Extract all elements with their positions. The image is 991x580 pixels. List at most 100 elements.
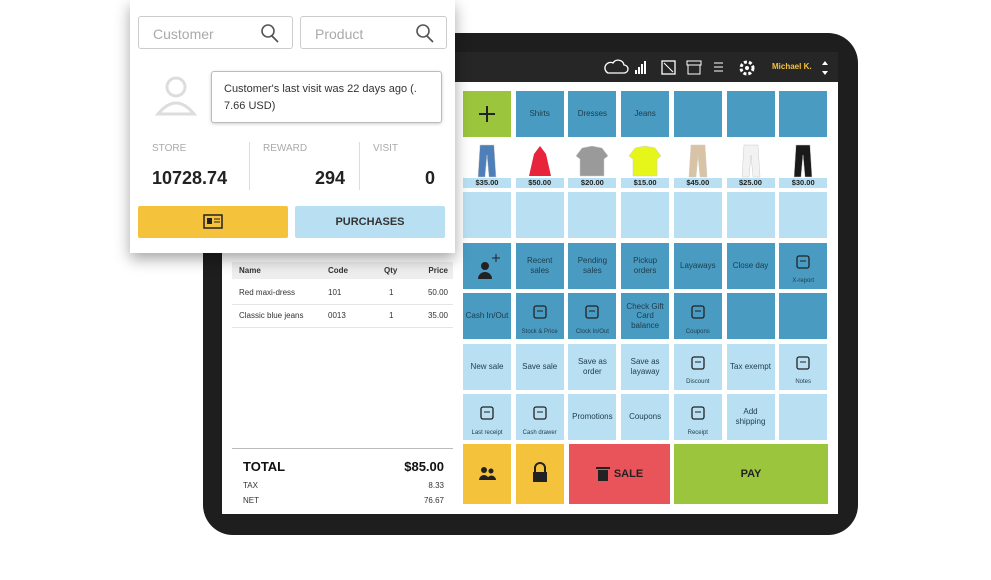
grid-button[interactable]: Dresses — [568, 91, 617, 137]
grid-button[interactable] — [779, 91, 828, 137]
grid-button[interactable]: Coupons — [621, 394, 670, 440]
cart-cell: Red maxi-dress — [239, 288, 296, 297]
customer-card-button[interactable] — [138, 206, 288, 238]
icon-label: Stock & Price — [521, 328, 558, 335]
grid-button[interactable]: Save as order — [568, 343, 617, 390]
icon-label: X-report — [792, 278, 815, 285]
grid-button[interactable]: Jeans — [621, 91, 670, 137]
grid-button[interactable]: Cash In/Out — [463, 293, 511, 339]
cart-header — [232, 262, 453, 279]
icon — [478, 253, 500, 279]
grid-button[interactable]: Tax exempt — [726, 343, 775, 390]
product-image — [528, 145, 551, 176]
price: $50.00 — [515, 177, 564, 188]
product-button[interactable]: $20.00 — [568, 141, 617, 188]
price: $45.00 — [673, 177, 722, 188]
grid-button[interactable] — [673, 192, 722, 238]
customer-search[interactable]: Customer — [138, 16, 293, 49]
grid-button[interactable]: Receipt — [673, 394, 722, 440]
grid-button[interactable]: Stock & Price — [515, 293, 564, 339]
grid-button[interactable] — [621, 192, 670, 238]
product-image — [477, 144, 497, 177]
grid-button[interactable]: Pending sales — [568, 242, 617, 289]
stat-label: VISIT — [373, 143, 399, 154]
icon-label: Discount — [686, 379, 710, 386]
icon-label: Receipt — [687, 429, 708, 436]
product-button[interactable]: $30.00 — [779, 141, 828, 188]
grid-button[interactable] — [779, 293, 828, 339]
icon-label: Cash drawer — [522, 429, 557, 436]
grid-button[interactable] — [726, 192, 775, 238]
icon — [479, 106, 495, 122]
grid-button[interactable]: Add shipping — [726, 394, 775, 440]
top-bar-icons — [604, 59, 828, 76]
product-search[interactable]: Product — [300, 16, 447, 49]
divider — [249, 142, 250, 190]
icon-label: Clock In/Out — [575, 328, 609, 335]
icon — [796, 254, 810, 269]
product-button[interactable]: $45.00 — [673, 141, 722, 188]
icon-label: Notes — [795, 379, 812, 386]
grid-button[interactable] — [779, 394, 828, 440]
grid-button[interactable] — [463, 192, 511, 238]
grid-button[interactable] — [673, 91, 722, 137]
grid-button[interactable]: Notes — [779, 343, 828, 390]
icon — [479, 467, 496, 480]
stat-label: REWARD — [263, 143, 308, 154]
icon — [533, 462, 547, 482]
stat-value: 0 — [424, 168, 435, 188]
lock-button[interactable] — [516, 444, 564, 504]
column-header: Code — [328, 266, 348, 275]
stat-label: STORE — [152, 143, 187, 154]
product-image — [576, 145, 609, 176]
cart-cell: 0013 — [328, 311, 346, 320]
grid-button[interactable]: Shirts — [515, 91, 564, 137]
total-label: TOTAL — [243, 459, 286, 474]
sale-button[interactable]: SALE — [569, 444, 670, 504]
grid-button[interactable]: Save as layaway — [621, 343, 670, 390]
grid-button[interactable]: Cash drawer — [515, 394, 564, 440]
product-image — [628, 145, 662, 176]
grid-button[interactable]: Pickup orders — [621, 242, 670, 289]
icon — [203, 214, 223, 229]
grid-button[interactable]: X-report — [779, 242, 828, 289]
grid-button[interactable] — [568, 192, 617, 238]
product-button[interactable]: $15.00 — [621, 141, 670, 188]
cart-cell: 1 — [389, 288, 394, 297]
stat-value: 10728.74 — [152, 168, 228, 188]
user-name[interactable]: Michael K. — [772, 62, 812, 71]
grid-button[interactable] — [463, 242, 511, 289]
product-button[interactable]: $35.00 — [463, 141, 511, 188]
grid-button[interactable]: Last receipt — [463, 394, 511, 440]
product-button[interactable]: $50.00 — [515, 141, 564, 188]
icon — [533, 305, 547, 319]
grid-button[interactable] — [726, 293, 775, 339]
pay-button[interactable]: PAY — [674, 444, 828, 504]
product-button[interactable]: $25.00 — [726, 141, 775, 188]
grid-button[interactable] — [779, 192, 828, 238]
grid-button[interactable]: New sale — [463, 343, 511, 390]
grid-button[interactable] — [726, 91, 775, 137]
grid-button[interactable]: Recent sales — [515, 242, 564, 289]
net-value: 76.67 — [423, 496, 444, 505]
grid-button[interactable] — [463, 91, 511, 137]
total-value: $85.00 — [404, 459, 444, 474]
grid-button[interactable]: Discount — [673, 343, 722, 390]
purchases-button[interactable]: PURCHASES — [295, 206, 445, 238]
grid-button[interactable] — [515, 192, 564, 238]
tooltip: Customer's last visit was 22 days ago (.… — [211, 71, 442, 123]
icon — [691, 305, 705, 319]
grid-button[interactable]: Check Gift Card balance — [621, 293, 670, 339]
grid-button[interactable]: Save sale — [515, 343, 564, 390]
stat-value: 294 — [314, 168, 345, 188]
icon — [595, 467, 610, 481]
grid-button[interactable]: Layaways — [673, 242, 722, 289]
grid-button[interactable]: Close day — [726, 242, 775, 289]
icon — [691, 406, 705, 420]
grid-button[interactable]: Coupons — [673, 293, 722, 339]
customers-button[interactable] — [463, 444, 511, 504]
grid-button[interactable]: Promotions — [568, 394, 617, 440]
product-image — [741, 144, 760, 177]
divider — [359, 142, 360, 190]
grid-button[interactable]: Clock In/Out — [568, 293, 617, 339]
